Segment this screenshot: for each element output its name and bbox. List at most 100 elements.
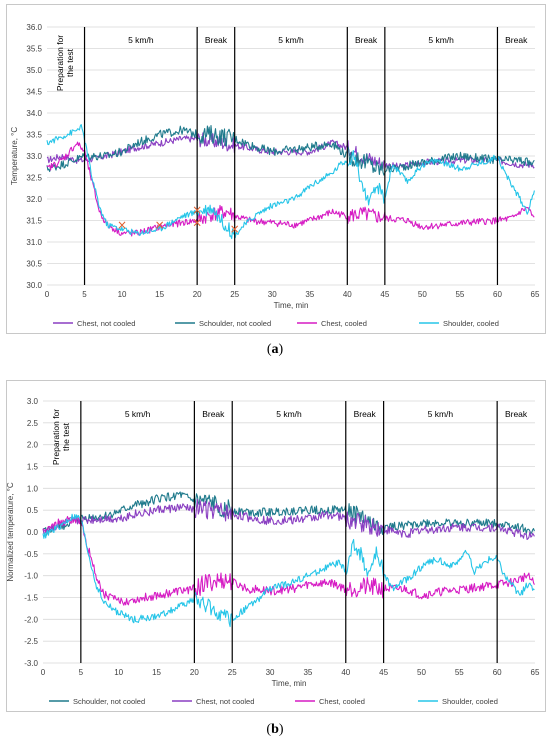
y-axis-label: Normalized temperature, °C (6, 482, 15, 581)
temperature-chart: 30.0 30.5 31.0 31.5 32.0 32.5 33.0 33.5 34.0 34.5… (10, 23, 540, 328)
x-axis-label: Time, min (274, 301, 309, 310)
legend-label: Shoulder, cooled (442, 697, 498, 706)
series-line (46, 125, 535, 176)
phase-label: 5 km/h (278, 35, 304, 45)
legend-label: Chest, cooled (321, 319, 367, 328)
marker-point: × (155, 218, 165, 232)
y-tick-label: -0.5 (24, 550, 38, 559)
x-tick-label: 15 (155, 290, 164, 299)
series-line (46, 141, 535, 237)
phase-label: 5 km/h (125, 409, 151, 419)
x-tick-label: 10 (114, 668, 123, 677)
marker-point: × (117, 218, 127, 232)
marker-point: × (192, 203, 202, 217)
y-tick-label: 33.0 (26, 152, 42, 161)
y-tick-label: 32.5 (26, 174, 42, 183)
legend-label: Schoulder, not cooled (199, 319, 271, 328)
y-tick-label: 32.0 (26, 195, 42, 204)
x-tick-label: 25 (230, 290, 239, 299)
caption-b: (b) (0, 722, 550, 738)
x-tick-label: 35 (303, 668, 312, 677)
y-tick-label: 34.0 (26, 109, 42, 118)
x-tick-label: 40 (341, 668, 350, 677)
phase-label: 5 km/h (428, 409, 454, 419)
phase-label: 5 km/h (128, 35, 154, 45)
y-tick-label: -1.0 (24, 572, 38, 581)
x-tick-label: 45 (380, 290, 389, 299)
y-tick-label: 1.0 (27, 484, 39, 493)
marker-point: × (192, 216, 202, 230)
x-tick-label: 0 (41, 668, 46, 677)
phase-label: Preparation forthe test (55, 35, 75, 91)
y-tick-label: 30.0 (26, 281, 42, 290)
x-tick-label: 5 (82, 290, 87, 299)
chart-panel-a: 30.0 30.5 31.0 31.5 32.0 32.5 33.0 33.5 34.0 34.5… (6, 4, 546, 334)
x-axis-label: Time, min (272, 679, 307, 688)
x-tick-label: 55 (455, 290, 464, 299)
y-axis-label: Temperature, °C (10, 127, 19, 186)
x-tick-label: 25 (228, 668, 237, 677)
legend-label: Chest, cooled (319, 697, 365, 706)
x-tick-label: 15 (152, 668, 161, 677)
y-tick-label: 3.0 (27, 397, 39, 406)
phase-label: Break (205, 35, 228, 45)
y-tick-label: 33.5 (26, 131, 42, 140)
y-tick-label: 35.5 (26, 45, 42, 54)
y-tick-label: 34.5 (26, 88, 42, 97)
x-tick-label: 35 (305, 290, 314, 299)
phase-label: 5 km/h (428, 35, 454, 45)
phase-label: Break (505, 35, 528, 45)
legend-label: Shoulder, cooled (443, 319, 499, 328)
legend-label: Chest, not cooled (196, 697, 254, 706)
normalized-temperature-chart: -3.0 -2.5 -2.0 -1.5 -1.0 -0.5 0.0 0.5 1.0 1.5 2.0 2… (6, 397, 540, 706)
series-line (42, 499, 535, 541)
x-tick-label: 40 (343, 290, 352, 299)
x-tick-label: 5 (79, 668, 84, 677)
x-tick-label: 10 (118, 290, 127, 299)
marker-point: × (230, 222, 240, 236)
x-tick-label: 60 (493, 668, 502, 677)
x-tick-label: 0 (45, 290, 50, 299)
series-line (46, 124, 535, 240)
chart-panel-b: -3.0 -2.5 -2.0 -1.5 -1.0 -0.5 0.0 0.5 1.0 1.5 2.0 2… (6, 380, 546, 712)
series-line (46, 132, 535, 171)
y-tick-label: 31.5 (26, 217, 42, 226)
y-tick-label: 0.5 (27, 506, 39, 515)
phase-label: Break (354, 409, 377, 419)
y-tick-label: 2.0 (27, 441, 39, 450)
x-tick-label: 50 (418, 290, 427, 299)
y-tick-label: -1.5 (24, 594, 38, 603)
legend-label: Chest, not cooled (77, 319, 135, 328)
y-tick-label: 31.0 (26, 238, 42, 247)
x-tick-label: 30 (268, 290, 277, 299)
y-tick-label: 2.5 (27, 419, 39, 428)
x-tick-label: 50 (417, 668, 426, 677)
phase-label: Break (202, 409, 225, 419)
y-tick-label: -2.5 (24, 637, 38, 646)
y-tick-label: 35.0 (26, 66, 42, 75)
x-tick-label: 30 (266, 668, 275, 677)
series-line (42, 514, 535, 606)
phase-label: 5 km/h (276, 409, 302, 419)
x-tick-label: 65 (531, 290, 540, 299)
x-tick-label: 45 (379, 668, 388, 677)
phase-label: Preparation forthe test (51, 409, 71, 465)
y-tick-label: 30.5 (26, 260, 42, 269)
y-tick-label: -3.0 (24, 659, 38, 668)
phase-label: Break (355, 35, 378, 45)
x-tick-label: 20 (190, 668, 199, 677)
caption-a: (a) (0, 342, 550, 358)
x-tick-label: 65 (531, 668, 540, 677)
x-tick-label: 60 (493, 290, 502, 299)
caption-b-text: (b) (266, 722, 284, 737)
y-tick-label: 0.0 (27, 528, 39, 537)
legend-label: Schoulder, not cooled (73, 697, 145, 706)
phase-label: Break (505, 409, 528, 419)
x-tick-label: 55 (455, 668, 464, 677)
y-tick-label: -2.0 (24, 615, 38, 624)
series-line (42, 513, 535, 628)
caption-a-text: (a) (266, 342, 284, 357)
y-tick-label: 36.0 (26, 23, 42, 32)
x-tick-label: 20 (193, 290, 202, 299)
y-tick-label: 1.5 (27, 463, 39, 472)
